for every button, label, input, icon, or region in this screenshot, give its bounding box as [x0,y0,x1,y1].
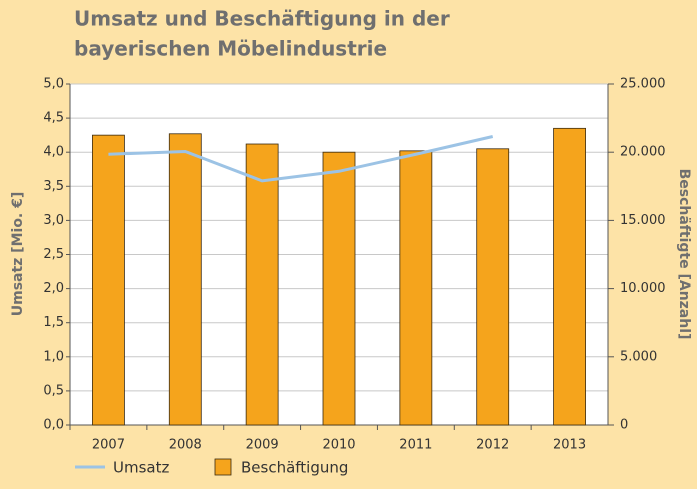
y-tick-label: 4,0 [43,145,64,160]
line [108,135,494,183]
y2-tick-label: 25.000 [620,77,666,92]
x-tick-label: 2011 [399,438,432,453]
y-tick-label: 2,5 [43,247,64,262]
bar [245,143,279,426]
chart-title: Umsatz und Beschäftigung in der [74,7,450,31]
x-tick-label: 2010 [322,438,355,453]
y-tick-label: 3,0 [43,213,64,228]
x-tick-label: 2008 [169,438,202,453]
bar [92,134,125,426]
bar [168,133,202,426]
y-tick-label: 1,5 [43,315,64,330]
legend-label: Umsatz [113,459,169,477]
bar [476,148,510,426]
y-tick-label: 4,5 [43,111,64,126]
y2-axis-label: Beschäftigte [Anzahl] [676,169,692,340]
chart-title: bayerischen Möbelindustrie [74,37,387,61]
bar [322,151,356,426]
x-tick-label: 2009 [246,438,279,453]
y2-tick-label: 0 [620,418,628,433]
bar [399,150,433,426]
y-axis-label: Umsatz [Mio. €] [10,192,26,317]
x-tick-label: 2013 [553,438,586,453]
y-tick-label: 3,5 [43,179,64,194]
y2-tick-label: 5.000 [620,349,657,364]
y2-tick-label: 20.000 [620,145,666,160]
y-tick-label: 5,0 [43,77,64,92]
x-tick-label: 2007 [92,438,125,453]
bar [553,127,586,426]
y-tick-label: 0,5 [43,383,64,398]
legend-swatch [214,458,232,476]
legend-label: Beschäftigung [241,459,348,477]
y-tick-label: 1,0 [43,349,64,364]
y-tick-label: 0,0 [43,418,64,433]
y2-tick-label: 10.000 [620,281,666,296]
y-tick-label: 2,0 [43,281,64,296]
x-tick-label: 2012 [476,438,509,453]
y2-tick-label: 15.000 [620,213,666,228]
